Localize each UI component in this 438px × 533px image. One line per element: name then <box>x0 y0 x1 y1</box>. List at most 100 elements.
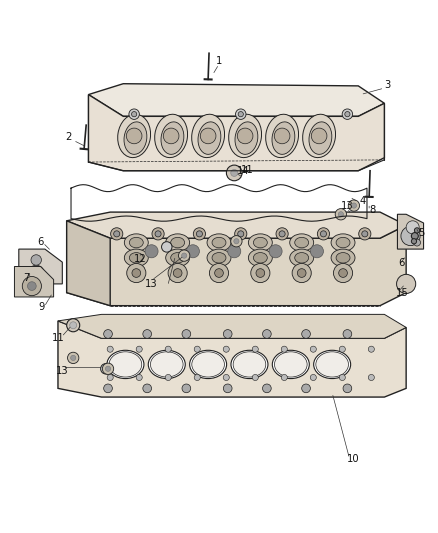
Ellipse shape <box>295 237 309 248</box>
Ellipse shape <box>171 253 185 263</box>
Circle shape <box>215 269 223 277</box>
Circle shape <box>162 241 172 252</box>
Ellipse shape <box>316 352 349 377</box>
Circle shape <box>145 245 158 258</box>
Circle shape <box>281 346 287 352</box>
Circle shape <box>279 231 285 237</box>
Circle shape <box>235 228 247 240</box>
Ellipse shape <box>303 114 336 158</box>
Circle shape <box>226 165 242 181</box>
Polygon shape <box>58 321 406 397</box>
Circle shape <box>406 221 419 234</box>
Circle shape <box>238 231 244 237</box>
Text: 2: 2 <box>66 132 72 142</box>
Text: 5: 5 <box>418 228 424 238</box>
Polygon shape <box>58 314 406 338</box>
Ellipse shape <box>336 253 350 263</box>
Circle shape <box>22 277 42 296</box>
Polygon shape <box>19 249 62 284</box>
Ellipse shape <box>272 350 309 378</box>
Ellipse shape <box>331 249 355 266</box>
Ellipse shape <box>290 234 314 251</box>
Ellipse shape <box>190 350 226 378</box>
Circle shape <box>194 375 200 381</box>
Ellipse shape <box>309 122 332 155</box>
Circle shape <box>413 239 420 246</box>
Ellipse shape <box>129 253 143 263</box>
Circle shape <box>155 231 161 237</box>
Ellipse shape <box>155 114 187 158</box>
Circle shape <box>252 346 258 352</box>
Circle shape <box>106 366 111 372</box>
Circle shape <box>223 384 232 393</box>
Ellipse shape <box>166 249 190 266</box>
Polygon shape <box>397 214 424 249</box>
Polygon shape <box>67 212 406 238</box>
Circle shape <box>31 255 42 265</box>
Circle shape <box>107 346 113 352</box>
Circle shape <box>351 203 357 208</box>
Ellipse shape <box>124 122 147 155</box>
Circle shape <box>196 231 202 237</box>
Ellipse shape <box>336 237 350 248</box>
Circle shape <box>302 329 311 338</box>
Circle shape <box>269 245 282 258</box>
Circle shape <box>173 269 182 277</box>
Ellipse shape <box>107 350 144 378</box>
Circle shape <box>252 375 258 381</box>
Circle shape <box>131 111 137 117</box>
Ellipse shape <box>212 253 226 263</box>
Ellipse shape <box>275 352 307 377</box>
Ellipse shape <box>266 114 299 158</box>
Circle shape <box>143 384 152 393</box>
Ellipse shape <box>166 234 190 251</box>
Ellipse shape <box>248 234 272 251</box>
Circle shape <box>127 263 146 282</box>
Circle shape <box>339 269 347 277</box>
Circle shape <box>136 346 142 352</box>
Ellipse shape <box>231 350 268 378</box>
Circle shape <box>310 346 316 352</box>
Circle shape <box>228 245 241 258</box>
Text: 8: 8 <box>369 205 375 215</box>
Text: 13: 13 <box>56 366 69 376</box>
Circle shape <box>132 269 141 277</box>
Ellipse shape <box>229 114 261 158</box>
Ellipse shape <box>171 237 185 248</box>
Circle shape <box>414 228 420 233</box>
Circle shape <box>276 228 288 240</box>
Polygon shape <box>67 221 110 305</box>
Text: 11: 11 <box>241 165 254 175</box>
Circle shape <box>107 375 113 381</box>
Circle shape <box>182 253 187 258</box>
Circle shape <box>333 263 353 282</box>
Circle shape <box>292 263 311 282</box>
Circle shape <box>165 346 171 352</box>
Circle shape <box>401 227 420 246</box>
Circle shape <box>302 384 311 393</box>
Circle shape <box>311 128 327 144</box>
Circle shape <box>28 282 36 290</box>
Circle shape <box>231 236 242 247</box>
Ellipse shape <box>192 114 225 158</box>
Ellipse shape <box>331 234 355 251</box>
Circle shape <box>256 269 265 277</box>
Ellipse shape <box>212 237 226 248</box>
Circle shape <box>359 228 371 240</box>
Circle shape <box>129 109 139 119</box>
Circle shape <box>163 128 179 144</box>
Ellipse shape <box>207 234 231 251</box>
Circle shape <box>297 269 306 277</box>
Ellipse shape <box>290 249 314 266</box>
Circle shape <box>339 375 345 381</box>
Circle shape <box>104 329 113 338</box>
Ellipse shape <box>248 249 272 266</box>
Circle shape <box>343 329 352 338</box>
Circle shape <box>168 263 187 282</box>
Circle shape <box>126 128 142 144</box>
Circle shape <box>231 169 238 176</box>
Circle shape <box>343 384 352 393</box>
Circle shape <box>362 231 368 237</box>
Circle shape <box>310 375 316 381</box>
Text: 3: 3 <box>385 79 391 90</box>
